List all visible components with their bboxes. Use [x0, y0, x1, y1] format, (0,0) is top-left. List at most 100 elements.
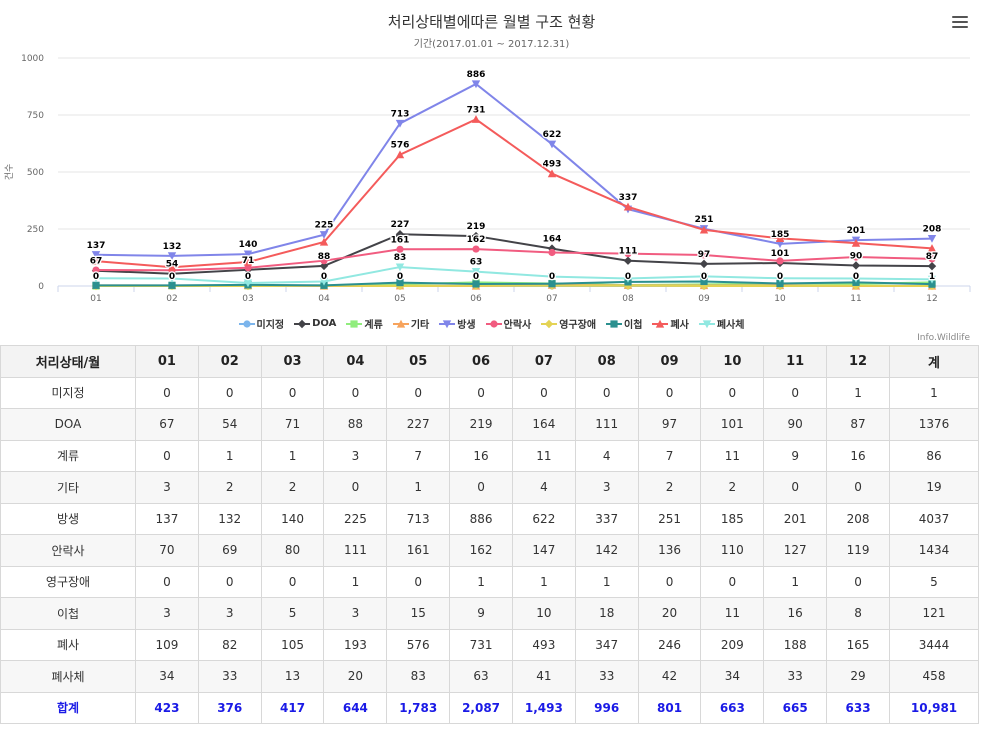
data-label: 208 [923, 225, 942, 235]
table-cell: 8 [826, 597, 890, 630]
series-point [928, 280, 936, 288]
table-cell: 80 [260, 534, 325, 567]
data-label: 1 [929, 272, 935, 282]
series-point [471, 268, 481, 276]
x-tick-label: 04 [318, 294, 330, 304]
chart-menu-icon[interactable] [952, 16, 968, 30]
table-cell: 0 [700, 565, 765, 598]
data-label: 54 [166, 260, 179, 270]
row-label: 계류 [0, 439, 136, 472]
table-cell: 69 [197, 534, 262, 567]
table-cell: 208 [826, 502, 890, 535]
summary-table: 처리상태/월 01 02 03 04 05 06 07 08 09 10 11 12 계 미지정 0 0 0 0 0… [0, 345, 979, 724]
legend-symbol [485, 319, 502, 328]
series-point [927, 275, 937, 284]
data-label: 0 [853, 272, 859, 282]
legend-symbol [346, 319, 363, 328]
legend-item[interactable]: 폐사체 [698, 316, 744, 331]
table-cell: 2 [197, 471, 262, 504]
series-point [624, 250, 632, 258]
table-cell: 1 [449, 565, 513, 598]
total-cell: 996 [574, 691, 639, 724]
y-axis-label: 건수 [4, 164, 15, 181]
x-tick-label: 10 [774, 294, 786, 304]
table-row: 방생 137 132 140 225 713 886 622 337 251 185 201 208 40… [0, 502, 979, 535]
legend-item[interactable]: 이첩 [606, 316, 642, 331]
series-point [243, 250, 253, 259]
table-cell: 337 [574, 502, 639, 535]
table-row: 폐사 109 82 105 193 576 731 493 347 246 209 188 165 344… [0, 628, 979, 661]
legend-item[interactable]: 기타 [392, 316, 429, 331]
table-header-month: 08 [574, 345, 639, 378]
table-cell: 140 [260, 502, 325, 535]
x-tick-label: 02 [166, 294, 177, 304]
legend-item[interactable]: 영구장애 [541, 316, 596, 331]
table-cell: 70 [135, 534, 199, 567]
legend-item[interactable]: 안락사 [485, 316, 532, 331]
table-cell: 347 [574, 628, 639, 661]
data-label: 0 [93, 272, 99, 282]
series-point [927, 261, 937, 271]
y-tick-label: 1000 [21, 54, 44, 64]
series-point [167, 252, 177, 261]
table-cell: 0 [637, 565, 702, 598]
total-cell: 2,087 [449, 691, 513, 724]
data-label: 219 [467, 222, 486, 232]
series-point [623, 274, 633, 283]
table-cell: 4 [511, 471, 576, 504]
table-cell: 34 [700, 660, 765, 693]
row-total: 121 [889, 597, 979, 630]
legend-label: 안락사 [503, 320, 532, 331]
legend-item[interactable]: 폐사 [652, 316, 689, 331]
table-header-month: 07 [511, 345, 576, 378]
legend-marker [443, 319, 452, 328]
table-header-month: 04 [323, 345, 388, 378]
total-cell: 665 [763, 691, 828, 724]
data-label: 225 [315, 221, 334, 231]
table-cell: 0 [449, 376, 513, 409]
table-cell: 3 [197, 597, 262, 630]
total-cell: 376 [197, 691, 262, 724]
data-label: 576 [391, 141, 410, 151]
legend-symbol [541, 319, 558, 328]
series-point [927, 244, 937, 252]
total-cell: 633 [826, 691, 890, 724]
table-cell: 0 [449, 471, 513, 504]
table-cell: 13 [260, 660, 325, 693]
table-cell: 0 [323, 471, 388, 504]
legend-item[interactable]: DOA [294, 318, 336, 330]
table-cell: 246 [637, 628, 702, 661]
table-cell: 111 [574, 408, 639, 441]
table-cell: 2 [260, 471, 325, 504]
table-cell: 11 [700, 439, 765, 472]
chart-legend: 미지정 DOA 계류 기타 방생 안락사 영구장애 이첩 폐사 폐사체 [0, 316, 983, 331]
chart-credits[interactable]: Info.Wildlife [917, 333, 970, 343]
legend-item[interactable]: 미지정 [238, 316, 285, 331]
table-cell: 137 [135, 502, 199, 535]
data-label: 886 [467, 70, 486, 80]
table-cell: 0 [135, 439, 199, 472]
table-cell: 713 [386, 502, 451, 535]
row-total: 1376 [889, 408, 979, 441]
series-point [472, 245, 480, 253]
row-total: 86 [889, 439, 979, 472]
series-point [91, 251, 101, 259]
data-label: 0 [625, 272, 631, 282]
legend-label: 미지정 [256, 320, 285, 331]
table-cell: 0 [386, 376, 451, 409]
data-label: 227 [391, 220, 410, 230]
table-cell: 16 [826, 439, 890, 472]
table-cell: 33 [574, 660, 639, 693]
series-point [395, 150, 405, 159]
legend-item[interactable]: 계류 [346, 316, 383, 331]
legend-item[interactable]: 방생 [439, 316, 476, 331]
table-cell: 88 [323, 408, 388, 441]
series-point [472, 280, 480, 288]
table-row: 이첩 3 3 5 3 15 9 10 18 20 11 16 8 121 [0, 597, 979, 630]
table-cell: 0 [260, 376, 325, 409]
legend-label: 방생 [457, 320, 476, 331]
table-cell: 20 [323, 660, 388, 693]
series-point [851, 238, 861, 247]
table-cell: 0 [826, 565, 890, 598]
data-label: 0 [397, 272, 403, 282]
